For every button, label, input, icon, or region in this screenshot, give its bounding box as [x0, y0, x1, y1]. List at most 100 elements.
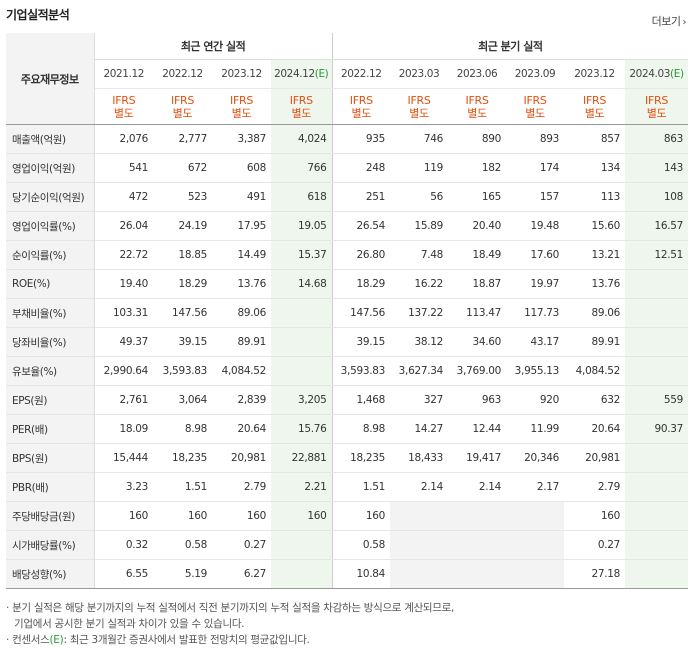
table-cell: 3,593.83 — [153, 356, 212, 386]
row-label: PER(배) — [6, 414, 95, 444]
table-cell: 3,387 — [212, 124, 271, 154]
row-label: PBR(배) — [6, 472, 95, 502]
table-cell — [625, 530, 689, 560]
table-cell: 14.68 — [271, 269, 333, 299]
ifrs-line-1: IFRS — [407, 93, 431, 107]
ifrs-label: IFRS 별도 — [331, 88, 391, 125]
table-cell: 4,084.52 — [212, 356, 271, 386]
ifrs-line-1: IFRS — [289, 93, 313, 107]
ifrs-line-1: IFRS — [583, 93, 607, 107]
ifrs-line-1: IFRS — [112, 93, 136, 107]
table-cell: 935 — [331, 124, 391, 154]
table-cell: 14.27 — [390, 414, 449, 444]
table-row: 주당배당금(원) 160 160 160 160 160 160 — [6, 501, 689, 531]
quarter-group-header: 최근 분기 실적 — [331, 33, 689, 60]
table-cell: 3.23 — [94, 472, 153, 502]
table-cell: 90.37 — [625, 414, 689, 444]
table-cell — [390, 530, 449, 560]
table-row: 영업이익(억원) 541 672 608 766 248 119 182 174 134 143 — [6, 153, 689, 183]
estimate-mark: (E) — [670, 68, 684, 80]
period-header: 2022.12 — [331, 59, 391, 89]
more-label: 더보기 — [651, 15, 681, 28]
note-line-3: · 컨센서스(E): 최근 3개월간 증권사에서 발표한 전망치의 평균값입니다… — [6, 632, 454, 648]
table-cell: 2.21 — [271, 472, 333, 502]
period-header: 2023.12 — [564, 59, 626, 89]
table-cell — [390, 559, 449, 589]
table-cell: 43.17 — [506, 327, 565, 357]
table-row: 시가배당률(%) 0.32 0.58 0.27 0.58 0.27 — [6, 530, 689, 560]
table-cell: 18,235 — [331, 443, 391, 473]
table-cell: 20.64 — [564, 414, 626, 444]
chevron-right-icon: › — [682, 17, 687, 28]
more-link[interactable]: 더보기 › — [651, 13, 687, 29]
table-cell: 608 — [212, 153, 271, 183]
table-cell: 18,235 — [153, 443, 212, 473]
period-label: 2024.12 — [274, 68, 315, 80]
table-cell: 251 — [331, 182, 391, 212]
table-cell: 19.48 — [506, 211, 565, 241]
table-cell: 20,346 — [506, 443, 565, 473]
table-cell: 3,064 — [153, 385, 212, 415]
table-cell: 3,955.13 — [506, 356, 565, 386]
table-cell: 1.51 — [331, 472, 391, 502]
table-cell: 963 — [448, 385, 507, 415]
table-cell: 13.76 — [564, 269, 626, 299]
table-cell: 117.73 — [506, 298, 565, 328]
table-cell: 4,024 — [271, 124, 333, 154]
annual-group-header: 최근 연간 실적 — [94, 33, 333, 60]
table-cell: 20.40 — [448, 211, 507, 241]
table-cell: 3,627.34 — [390, 356, 449, 386]
period-header: 2024.12(E) — [271, 59, 333, 89]
table-row: 영업이익률(%) 26.04 24.19 17.95 19.05 26.54 15.89 20… — [6, 211, 689, 241]
table-cell: 15,444 — [94, 443, 153, 473]
table-cell — [625, 443, 689, 473]
ifrs-label: IFRS 별도 — [153, 88, 212, 125]
table-cell: 327 — [390, 385, 449, 415]
table-cell — [625, 501, 689, 531]
note-line-2: 기업에서 공시한 분기 실적과 차이가 있을 수 있습니다. — [14, 618, 245, 630]
period-label: 2023.12 — [221, 68, 262, 80]
table-cell: 746 — [390, 124, 449, 154]
ifrs-line-2: 별도 — [409, 106, 429, 120]
table-cell — [448, 559, 507, 589]
ifrs-line-2: 별도 — [467, 106, 487, 120]
table-cell: 472 — [94, 182, 153, 212]
table-cell — [506, 559, 565, 589]
table-cell — [271, 298, 333, 328]
table-cell: 15.76 — [271, 414, 333, 444]
period-header: 2024.03(E) — [625, 59, 689, 89]
table-cell: 2,839 — [212, 385, 271, 415]
table-cell: 10.84 — [331, 559, 391, 589]
period-label: 2024.03 — [629, 68, 671, 80]
table-cell: 3,205 — [271, 385, 333, 415]
table-cell: 2.14 — [390, 472, 449, 502]
ifrs-line-1: IFRS — [349, 93, 373, 107]
table-row: 매출액(억원) 2,076 2,777 3,387 4,024 935 746 890 893 8… — [6, 124, 689, 154]
footnotes: · 분기 실적은 해당 분기까지의 누적 실적에서 직전 분기까지의 누적 실적… — [6, 600, 454, 648]
note-consensus-label: · 컨센서스 — [6, 634, 50, 646]
table-cell: 49.37 — [94, 327, 153, 357]
table-cell: 0.32 — [94, 530, 153, 560]
table-cell: 2.79 — [564, 472, 626, 502]
table-cell: 143 — [625, 153, 689, 183]
row-label: 유보율(%) — [6, 356, 95, 386]
table-cell: 16.57 — [625, 211, 689, 241]
table-cell: 2.14 — [448, 472, 507, 502]
table-cell: 8.98 — [331, 414, 391, 444]
table-cell: 632 — [564, 385, 626, 415]
ifrs-label: IFRS 별도 — [271, 88, 333, 125]
table-cell: 165 — [448, 182, 507, 212]
table-cell: 18.49 — [448, 240, 507, 270]
table-row: 유보율(%) 2,990.64 3,593.83 4,084.52 3,593.83 3,… — [6, 356, 689, 386]
estimate-mark: (E) — [314, 68, 329, 80]
table-cell: 2.79 — [212, 472, 271, 502]
table-cell: 1.51 — [153, 472, 212, 502]
ifrs-label: IFRS 별도 — [390, 88, 449, 125]
table-cell: 22,881 — [271, 443, 333, 473]
table-cell: 920 — [506, 385, 565, 415]
note-consensus-text: : 최근 3개월간 증권사에서 발표한 전망치의 평균값입니다. — [63, 634, 310, 646]
table-cell: 766 — [271, 153, 333, 183]
table-cell: 14.49 — [212, 240, 271, 270]
table-cell: 13.76 — [212, 269, 271, 299]
table-cell: 18.09 — [94, 414, 153, 444]
